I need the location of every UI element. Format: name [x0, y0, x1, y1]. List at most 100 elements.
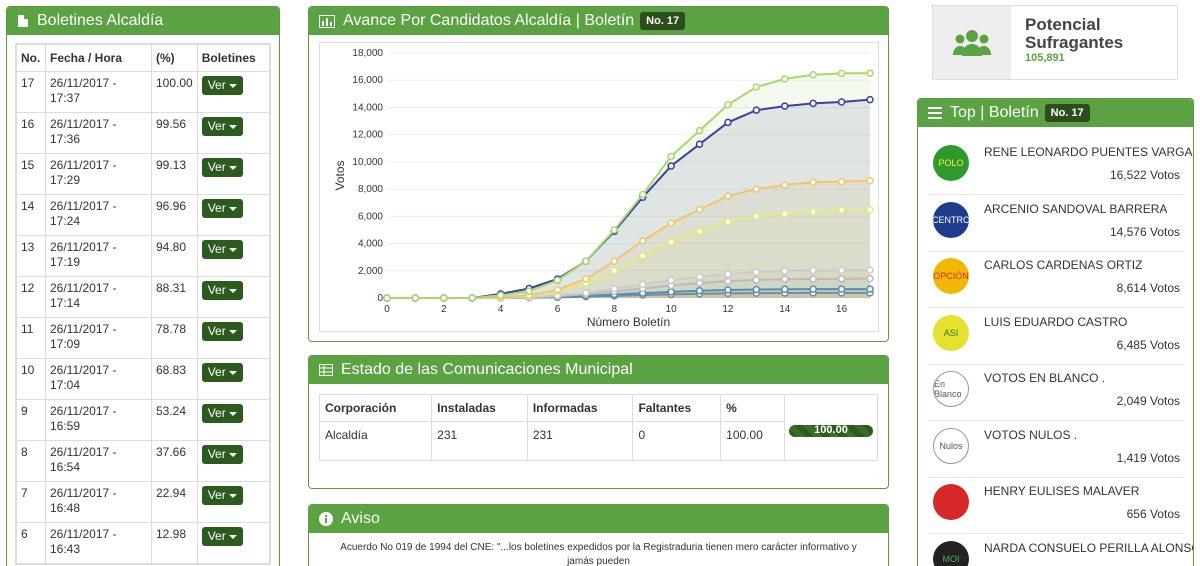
cell-time: 16:54 — [50, 460, 81, 474]
data-point — [695, 287, 704, 295]
potencial-card: Potencial Sufragantes 105,891 — [932, 5, 1178, 80]
progress-bar: 100.00 — [789, 425, 873, 437]
cell-boletines: Ver — [196, 522, 271, 564]
boletines-table: No. Fecha / Hora (%) Boletines 17 26/11/2… — [16, 44, 271, 564]
party-logo-icon: ASI — [933, 314, 969, 351]
ver-label: Ver — [207, 283, 226, 297]
candidate-votes: 656 Votos — [1126, 507, 1180, 521]
top-title: Top | Boletín — [950, 104, 1039, 121]
data-point — [667, 152, 675, 161]
data-point — [866, 266, 874, 274]
file-icon — [17, 14, 29, 28]
caret-down-icon — [228, 247, 237, 252]
cell-date: 26/11/2017 - — [50, 404, 117, 418]
caret-down-icon — [228, 288, 237, 293]
table-row: 13 26/11/2017 -17:19 94.80 Ver — [16, 235, 271, 277]
data-point — [724, 286, 732, 294]
aviso-text: Acuerdo No 019 de 1994 del CNE: "...los … — [340, 542, 857, 566]
cell-pct: 78.78 — [151, 317, 198, 359]
col-faltantes: Faltantes — [632, 395, 722, 422]
data-point — [752, 185, 761, 193]
cell-fecha: 26/11/2017 -17:29 — [45, 153, 152, 195]
data-point — [638, 190, 647, 199]
caret-down-icon — [228, 493, 237, 498]
candidate-name: ARCENIO SANDOVAL BARRERA — [984, 201, 1168, 216]
data-point — [695, 205, 704, 214]
data-point — [781, 267, 789, 275]
data-point — [809, 99, 817, 108]
chart-header: Avance Por Candidatos Alcaldía | Boletín… — [309, 7, 888, 35]
data-point — [752, 106, 761, 114]
ver-label: Ver — [207, 324, 226, 338]
table-icon — [319, 364, 333, 376]
cell-date: 26/11/2017 - — [50, 322, 117, 336]
col-no: No. — [16, 44, 46, 72]
chart-panel: Avance Por Candidatos Alcaldía | Boletín… — [308, 6, 889, 342]
data-point — [695, 140, 704, 148]
cell-no: 8 — [16, 440, 46, 482]
table-row: 8 26/11/2017 -16:54 37.66 Ver — [16, 440, 271, 482]
cell-boletines: Ver — [196, 358, 271, 400]
cell-time: 17:09 — [50, 337, 81, 351]
data-point — [781, 275, 789, 283]
caret-down-icon — [228, 370, 237, 375]
data-point — [525, 287, 533, 295]
x-tick-label: 14 — [779, 304, 791, 315]
ver-label: Ver — [207, 201, 226, 215]
list-item: En Blanco VOTOS EN BLANCO . 2,049 Votos — [928, 365, 1184, 421]
ver-dropdown-button[interactable]: Ver — [201, 199, 243, 218]
cell-pct: 99.13 — [151, 153, 198, 195]
col-boletines: Boletines — [196, 44, 271, 72]
data-point — [724, 100, 732, 109]
ver-dropdown-button[interactable]: Ver — [201, 322, 243, 341]
ver-dropdown-button[interactable]: Ver — [201, 445, 243, 464]
cell-time: 17:36 — [50, 132, 81, 146]
series-area — [387, 289, 870, 298]
data-point — [752, 268, 761, 276]
comms-title: Estado de las Comunicaciones Municipal — [341, 361, 633, 378]
y-tick-label: 14,000 — [352, 102, 383, 113]
ver-dropdown-button[interactable]: Ver — [201, 76, 243, 95]
data-point — [837, 275, 846, 283]
data-point — [582, 289, 590, 297]
caret-down-icon — [228, 411, 237, 416]
progress-fill — [789, 425, 873, 437]
cell-boletines: Ver — [196, 440, 271, 482]
candidate-votes: 2,049 Votos — [1116, 394, 1180, 408]
cell-time: 17:37 — [50, 91, 81, 105]
ver-dropdown-button[interactable]: Ver — [201, 527, 243, 546]
party-logo-icon: Nulos — [933, 427, 969, 464]
cell-no: 6 — [16, 522, 46, 564]
ver-dropdown-button[interactable]: Ver — [201, 158, 243, 177]
data-point — [610, 226, 619, 234]
list-item: MOI NARDA CONSUELO PERILLA ALONSO — [928, 535, 1193, 566]
candidate-name: VOTOS EN BLANCO . — [984, 371, 1106, 385]
table-row: 14 26/11/2017 -17:24 96.96 Ver — [16, 194, 271, 236]
y-axis-label: Votos — [333, 160, 347, 190]
cell-no: 16 — [16, 112, 46, 154]
candidate-name: CARLOS CARDENAS ORTIZ — [984, 258, 1143, 272]
data-point — [781, 209, 789, 218]
x-tick-label: 4 — [498, 304, 504, 315]
ver-dropdown-button[interactable]: Ver — [201, 281, 243, 300]
boletines-header: Boletines Alcaldía — [7, 7, 279, 35]
candidate-name: RENE LEONARDO PUENTES VARGAS — [984, 145, 1194, 159]
data-point — [638, 237, 647, 245]
data-point — [809, 285, 817, 293]
cell-time: 17:29 — [50, 173, 81, 187]
ver-dropdown-button[interactable]: Ver — [201, 486, 243, 505]
ver-dropdown-button[interactable]: Ver — [201, 363, 243, 382]
data-point — [752, 285, 761, 294]
cell-no: 12 — [16, 276, 46, 318]
table-row: 11 26/11/2017 -17:09 78.78 Ver — [16, 317, 271, 359]
cell-date: 26/11/2017 - — [50, 240, 117, 254]
data-point — [866, 205, 874, 214]
menu-icon — [928, 107, 942, 119]
ver-dropdown-button[interactable]: Ver — [201, 117, 243, 136]
candidate-votes: 6,485 Votos — [1116, 337, 1180, 352]
ver-dropdown-button[interactable]: Ver — [201, 404, 243, 423]
ver-dropdown-button[interactable]: Ver — [201, 240, 243, 259]
cell-date: 26/11/2017 - — [50, 486, 117, 500]
data-point — [582, 257, 590, 265]
cell-no: 15 — [16, 153, 46, 195]
